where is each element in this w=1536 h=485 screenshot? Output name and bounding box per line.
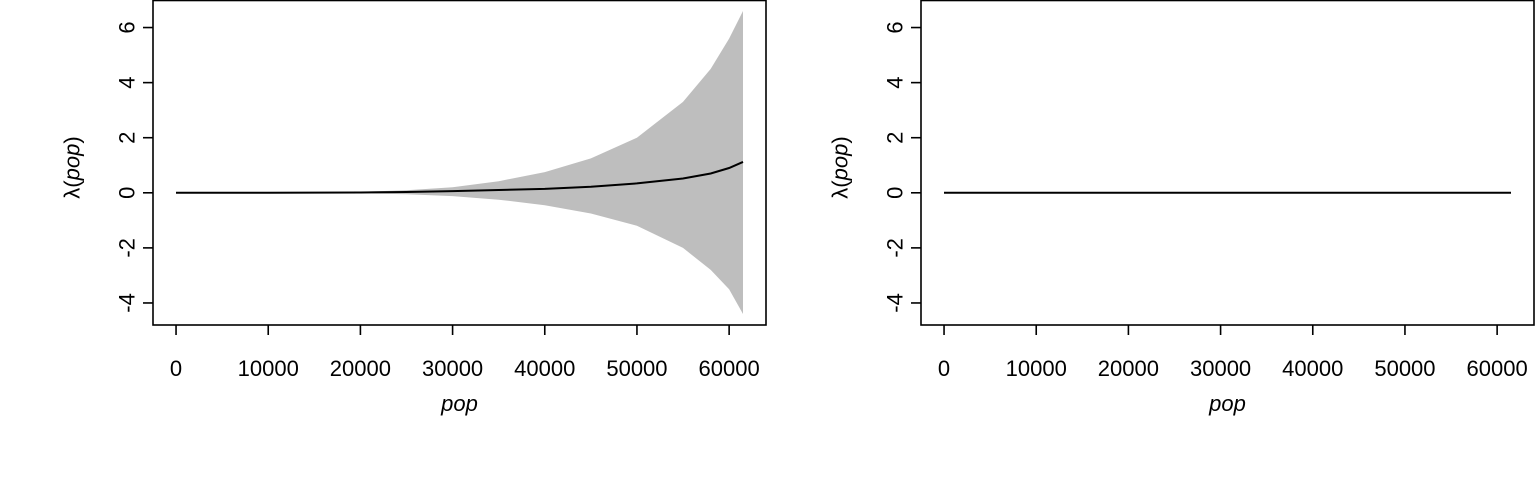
y-tick-label: 6 (115, 21, 140, 33)
y-axis-title-var: pop (828, 144, 853, 182)
plot-frame (152, 0, 767, 326)
x-axis-title: pop (1208, 391, 1246, 416)
y-tick-label: -2 (115, 238, 140, 258)
x-tick-label: 50000 (606, 356, 667, 381)
x-tick-label: 10000 (1006, 356, 1067, 381)
x-tick-label: 10000 (238, 356, 299, 381)
y-tick-label: 0 (883, 187, 908, 199)
x-tick-label: 0 (938, 356, 950, 381)
y-axis-title-open: ( (60, 180, 85, 188)
x-tick-label: 30000 (422, 356, 483, 381)
y-tick-label: 2 (115, 132, 140, 144)
x-tick-label: 30000 (1190, 356, 1251, 381)
series-line (176, 160, 744, 194)
plot-frame (920, 0, 1535, 326)
x-tick-label: 20000 (330, 356, 391, 381)
x-tick-label: 20000 (1098, 356, 1159, 381)
x-tick-label: 40000 (514, 356, 575, 381)
y-tick-label: 0 (115, 187, 140, 199)
y-axis-title: λ(pop) (60, 136, 85, 198)
y-tick-label: 6 (883, 21, 908, 33)
y-tick-label: -4 (115, 293, 140, 313)
y-tick-label: 4 (883, 77, 908, 89)
y-tick-label: 4 (115, 77, 140, 89)
y-tick-label: -4 (883, 293, 908, 313)
y-axis-title-open: ( (828, 180, 853, 188)
chart-panel-1: 0 10000 20000 30000 40000 50000 60000 -4 -2 0 2 4 6 p… (60, 0, 767, 416)
x-tick-label: 60000 (1467, 356, 1528, 381)
x-tick-label: 40000 (1282, 356, 1343, 381)
y-axis-title-lambda: λ (828, 188, 853, 199)
x-axis-title: pop (440, 391, 478, 416)
y-tick-label: 2 (883, 132, 908, 144)
y-tick-label: -2 (883, 238, 908, 258)
confidence-band (176, 11, 743, 314)
chart-panel-2: 0 10000 20000 30000 40000 50000 60000 -4 -2 0 2 4 6 p… (828, 0, 1535, 416)
x-tick-label: 50000 (1374, 356, 1435, 381)
y-axis-title: λ(pop) (828, 136, 853, 198)
x-tick-label: 60000 (699, 356, 760, 381)
x-tick-label: 0 (170, 356, 182, 381)
y-axis-title-lambda: λ (60, 188, 85, 199)
y-axis-title-close: ) (60, 136, 85, 143)
y-axis-title-var: pop (60, 144, 85, 182)
y-axis-title-close: ) (828, 136, 853, 143)
